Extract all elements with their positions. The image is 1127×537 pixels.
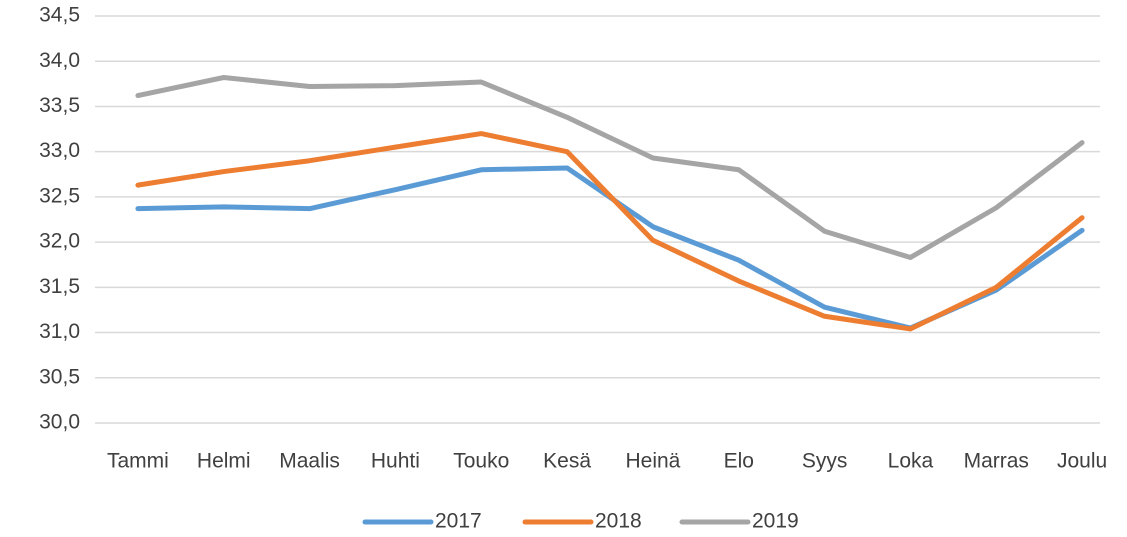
y-tick-label: 32,5 [39, 184, 80, 207]
x-tick-label: Marras [964, 450, 1029, 473]
x-tick-label: Kesä [543, 450, 591, 473]
series-line [135, 165, 1085, 331]
y-tick-label: 33,0 [39, 139, 80, 162]
legend-label: 2019 [752, 510, 799, 533]
y-tick-label: 34,0 [39, 49, 80, 72]
y-tick-label: 34,5 [39, 4, 80, 27]
x-tick-label: Loka [888, 450, 934, 473]
series-line [135, 131, 1085, 332]
y-tick-label: 31,0 [39, 320, 80, 343]
x-tick-label: Tammi [107, 450, 169, 473]
legend-label: 2018 [595, 510, 642, 533]
x-tick-label: Touko [453, 450, 509, 473]
y-tick-label: 31,5 [39, 275, 80, 298]
x-tick-label: Huhti [371, 450, 420, 473]
x-tick-label: Syys [802, 450, 848, 473]
series-line [135, 75, 1085, 260]
x-tick-label: Heinä [625, 450, 680, 473]
legend-label: 2017 [435, 510, 482, 533]
y-tick-label: 30,5 [39, 365, 80, 388]
y-tick-label: 33,5 [39, 94, 80, 117]
y-tick-label: 32,0 [39, 230, 80, 253]
x-tick-label: Joulu [1057, 450, 1107, 473]
x-tick-label: Maalis [279, 450, 340, 473]
x-tick-label: Elo [724, 450, 754, 473]
x-tick-label: Helmi [197, 450, 251, 473]
y-tick-label: 30,0 [39, 411, 80, 434]
